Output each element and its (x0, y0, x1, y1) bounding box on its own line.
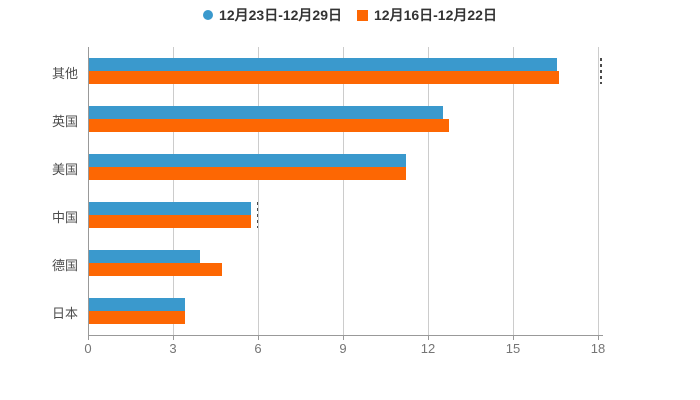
x-gridline (173, 47, 174, 335)
x-gridline (258, 47, 259, 335)
category-label: 美国 (51, 162, 78, 177)
bar-12月16日-12月22日[interactable] (89, 119, 449, 132)
bar-12月16日-12月22日[interactable] (89, 263, 223, 276)
x-gridline (598, 47, 599, 335)
x-axis-tick-label: 15 (505, 341, 521, 356)
bar-12月23日-12月29日[interactable] (89, 106, 444, 119)
x-axis-tick (598, 335, 599, 340)
x-gridline (343, 47, 344, 335)
y-axis-line (88, 47, 89, 335)
x-axis-tick (88, 335, 89, 340)
x-axis-tick (173, 335, 174, 340)
bar-12月16日-12月22日[interactable] (89, 167, 407, 180)
x-axis-tick (428, 335, 429, 340)
bar-12月23日-12月29日[interactable] (89, 154, 407, 167)
legend: 12月23日-12月29日 12月16日-12月22日 (0, 4, 700, 26)
category-label: 英国 (51, 114, 78, 129)
bar-12月16日-12月22日[interactable] (89, 311, 186, 324)
category-label: 德国 (51, 258, 78, 273)
bar-12月16日-12月22日[interactable] (89, 71, 560, 84)
bar-12月23日-12月29日[interactable] (89, 202, 251, 215)
bar-12月23日-12月29日[interactable] (89, 250, 200, 263)
legend-item-week1[interactable]: 12月16日-12月22日 (357, 5, 497, 25)
x-axis-tick-label: 6 (254, 341, 262, 356)
legend-item-week2[interactable]: 12月23日-12月29日 (203, 5, 342, 25)
x-gridline (428, 47, 429, 335)
bar-12月16日-12月22日[interactable] (89, 215, 251, 228)
x-axis-tick (343, 335, 344, 340)
bar-12月23日-12月29日[interactable] (89, 58, 557, 71)
category-label: 其他 (51, 66, 78, 81)
category-label: 中国 (51, 210, 78, 225)
x-axis-tick-label: 9 (339, 341, 347, 356)
gridline-artifact-dash (600, 58, 602, 84)
x-axis-tick-label: 3 (169, 341, 177, 356)
x-axis-tick-label: 18 (590, 341, 606, 356)
legend-square-icon (357, 9, 368, 21)
legend-label-week1: 12月16日-12月22日 (374, 7, 497, 23)
x-axis-tick-label: 0 (84, 341, 92, 356)
x-axis-tick (258, 335, 259, 340)
legend-circle-icon (203, 10, 214, 20)
category-label: 日本 (51, 306, 78, 321)
x-axis-tick (513, 335, 514, 340)
x-gridline (513, 47, 514, 335)
x-axis-line (88, 335, 603, 336)
x-axis-tick-label: 12 (420, 341, 436, 356)
legend-label-week2: 12月23日-12月29日 (219, 7, 342, 23)
bar-12月23日-12月29日[interactable] (89, 298, 186, 311)
